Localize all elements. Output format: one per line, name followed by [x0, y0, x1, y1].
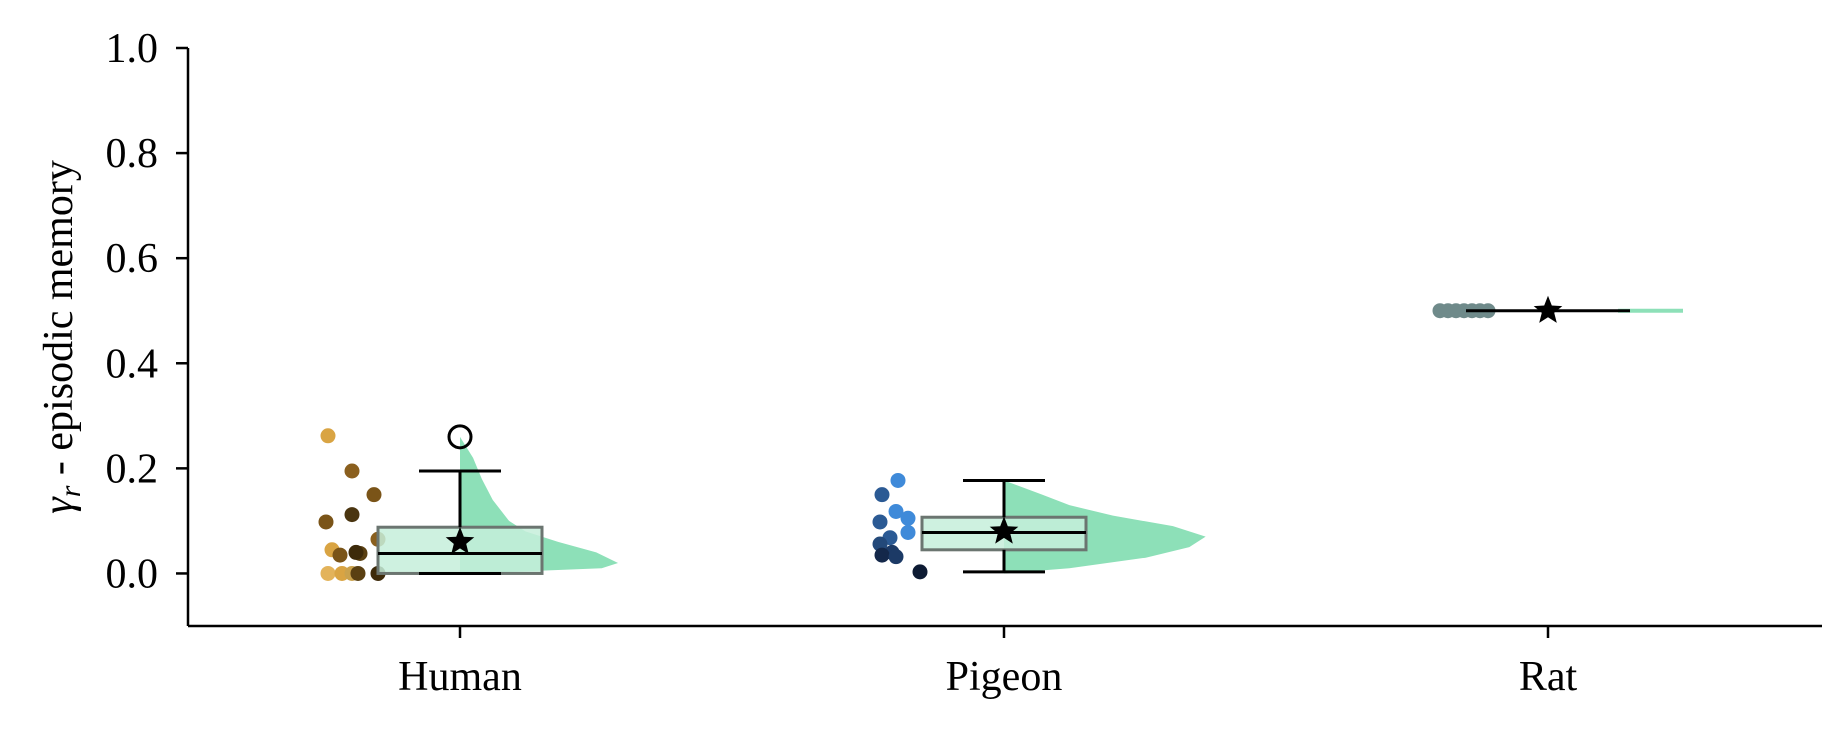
data-point [888, 503, 904, 519]
chart-marks [318, 295, 1683, 581]
data-point [318, 514, 334, 530]
data-point [332, 547, 348, 563]
outlier-point [447, 424, 473, 450]
mean-star [1533, 295, 1563, 323]
data-point [320, 428, 336, 444]
mean-star [989, 516, 1019, 544]
data-point [900, 510, 916, 526]
y-tick-label: 0.6 [106, 236, 159, 282]
y-axis-label: γr - episodic memory [36, 160, 87, 514]
data-point [890, 472, 906, 488]
y-tick-label: 0.2 [106, 446, 159, 492]
data-point [350, 565, 366, 581]
y-tick-label: 0.4 [106, 341, 159, 387]
data-point [344, 507, 360, 523]
y-axis-label-symbol: γ [36, 496, 82, 514]
chart-axes: 0.0 0.2 0.4 0.6 0.8 1.0 Human Pigeon Rat [106, 26, 1822, 700]
data-point [874, 547, 890, 563]
data-point [348, 544, 364, 560]
mean-star [445, 526, 475, 555]
data-point [888, 549, 904, 565]
y-tick-label: 0.8 [106, 131, 159, 177]
data-point [344, 463, 360, 479]
x-tick-label: Pigeon [946, 654, 1063, 700]
data-point [366, 487, 382, 503]
x-tick-label: Rat [1519, 654, 1578, 700]
x-tick-label: Human [398, 654, 522, 700]
data-point [912, 564, 928, 580]
data-point [872, 514, 888, 530]
data-point [874, 487, 890, 503]
y-tick-label: 0.0 [106, 551, 159, 597]
y-axis-label-subscript: r [54, 485, 87, 497]
y-tick-label: 1.0 [106, 26, 159, 72]
y-axis-label-text: - episodic memory [36, 160, 82, 485]
data-point [900, 524, 916, 540]
data-point [320, 565, 336, 581]
